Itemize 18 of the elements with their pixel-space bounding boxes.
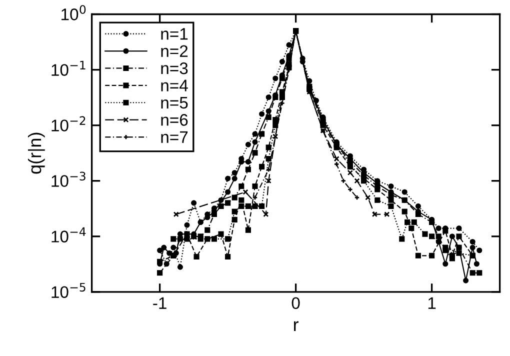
y-tick-label: 10$^{−4}$	[52, 227, 86, 242]
y-tick-label: 10$^{−3}$	[52, 172, 86, 187]
y-tick-label: 10$^{−5}$	[52, 282, 86, 298]
y-axis-title: q(r|n)	[28, 132, 45, 174]
legend-label: n=5	[161, 97, 188, 109]
x-tick-label: 1	[428, 297, 436, 309]
x-axis-title: r	[294, 321, 299, 331]
legend-label: n=4	[161, 80, 188, 92]
legend-label: n=6	[161, 114, 188, 126]
legend-label: n=7	[161, 131, 188, 143]
x-tick-label: 0	[292, 297, 300, 310]
legend-label: n=3	[161, 62, 188, 74]
legend-label: n=1	[161, 28, 188, 40]
x-tick-label: -1	[153, 297, 166, 309]
y-tick-label: 10$^{−1}$	[52, 60, 86, 76]
y-tick-label: 10$^{0}$	[62, 5, 86, 20]
legend-label: n=2	[161, 45, 188, 57]
y-tick-label: 10$^{−2}$	[52, 116, 86, 132]
